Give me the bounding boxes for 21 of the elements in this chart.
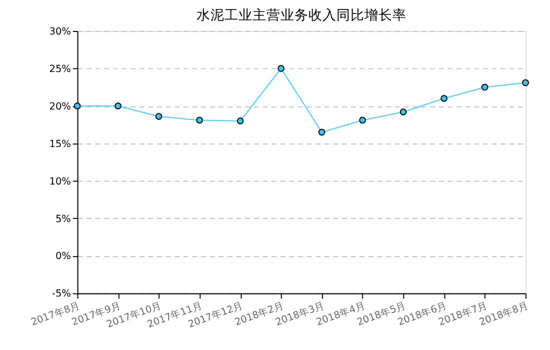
point: [74, 102, 81, 110]
point: [522, 79, 529, 86]
y-tick-label: 15%: [49, 138, 71, 150]
point: [114, 102, 122, 110]
point: [318, 128, 326, 136]
y-tick-label: 25%: [49, 64, 71, 75]
point: [236, 118, 244, 124]
y-tick-label: 30%: [49, 26, 71, 38]
point: [196, 116, 203, 124]
y-tick-label: 10%: [49, 176, 71, 188]
point: [155, 113, 162, 120]
y-tick-label: 0%: [55, 251, 71, 262]
point: [278, 65, 284, 72]
y-tick-label: 20%: [49, 101, 71, 112]
y-tick-label: -5%: [52, 288, 71, 300]
point: [481, 84, 488, 91]
point: [440, 95, 448, 102]
chart-title: 水泥工业主营业务收入同比增长率: [196, 7, 406, 24]
y-tick-label: 5%: [55, 214, 71, 225]
point: [400, 108, 407, 116]
point: [359, 116, 366, 124]
